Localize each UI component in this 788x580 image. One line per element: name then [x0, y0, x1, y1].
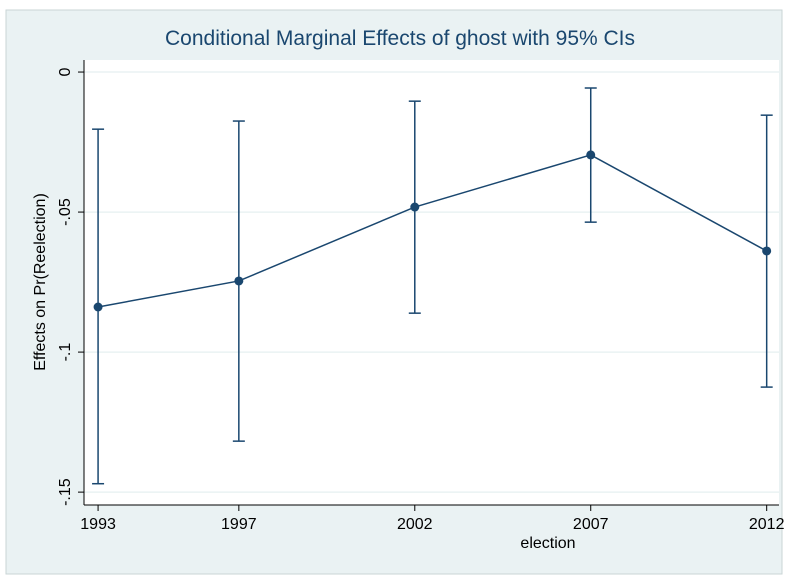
- point: [410, 202, 420, 212]
- x-tick-label: 2012: [749, 516, 785, 533]
- y-tick-label: -.1: [57, 343, 74, 362]
- point: [762, 246, 772, 256]
- chart-title: Conditional Marginal Effects of ghost wi…: [165, 27, 635, 50]
- x-tick-label: 2002: [397, 516, 433, 533]
- y-tick-label: -.15: [57, 478, 74, 506]
- plot-region: [84, 60, 779, 505]
- y-tick-label: -.05: [57, 198, 74, 226]
- x-tick-label: 2007: [573, 516, 609, 533]
- point: [93, 302, 103, 312]
- point: [586, 150, 596, 160]
- y-tick-label: 0: [57, 67, 74, 76]
- x-axis-title: election: [520, 535, 575, 552]
- x-tick-label: 1993: [80, 516, 116, 533]
- point: [234, 276, 244, 286]
- y-axis-title: Effects on Pr(Reelection): [32, 193, 49, 371]
- x-tick-label: 1997: [221, 516, 257, 533]
